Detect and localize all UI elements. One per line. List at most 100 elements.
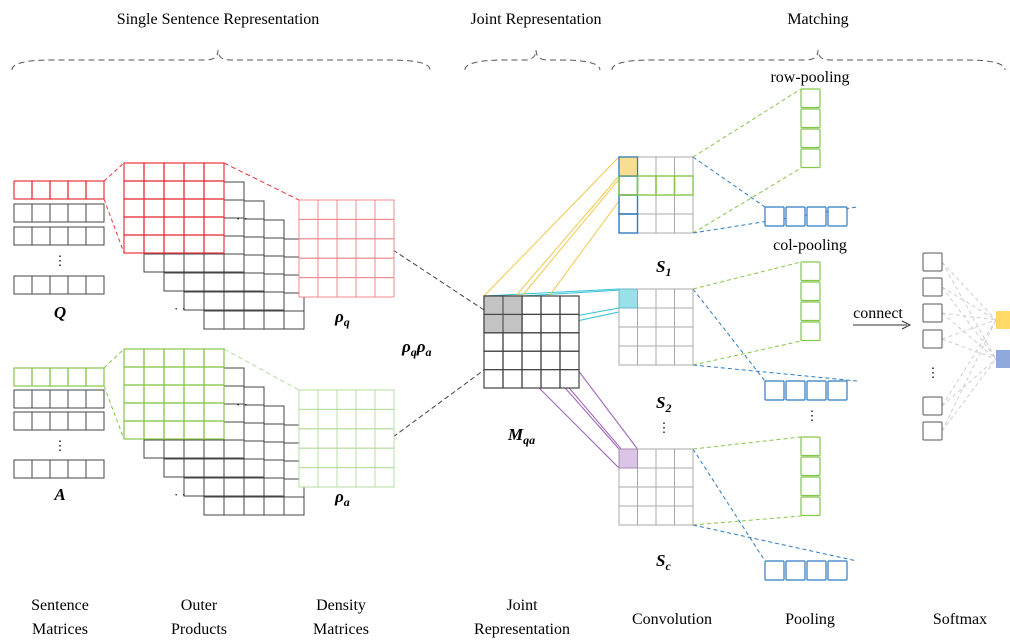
row-pool-vector-1 (800, 261, 821, 342)
q-row (13, 226, 105, 246)
a-row-cell (85, 389, 105, 409)
a-outer-layer-cell (223, 439, 245, 459)
q-outer-dots-b: · · (174, 301, 186, 316)
footer-outer-1: Outer (181, 597, 218, 614)
softmax-link (941, 319, 997, 340)
softmax-link (941, 312, 997, 360)
col-pool-link (692, 524, 858, 562)
softmax-link (941, 286, 997, 360)
row-pool-vector-1-box (800, 301, 821, 322)
row-pool-link (692, 261, 802, 290)
a-row-highlight-cell (85, 367, 105, 387)
q-outer-link (103, 198, 125, 254)
rho-a-to-joint (392, 369, 485, 438)
col-pool-vector-s1-box (785, 206, 806, 227)
symbol-rho-a: ρa (334, 487, 350, 509)
q-outer-front-bg (124, 163, 224, 253)
s2-map-cell (674, 345, 694, 366)
a-row-cell (85, 411, 105, 431)
softmax-input-box (922, 396, 943, 416)
row-pool-vector-0-box (800, 108, 821, 129)
rho-q-matrix (298, 199, 395, 298)
s1-conv-line (483, 156, 620, 297)
sc-map-cell (674, 505, 694, 526)
softmax-input-box (922, 277, 943, 297)
softmax-input-box (922, 421, 943, 441)
col-pool-vector-s1 (764, 206, 848, 227)
footer-pooling: Pooling (785, 611, 835, 628)
header-single-sentence: Single Sentence Representation (117, 11, 320, 28)
col-pool-vector-s2 (764, 380, 848, 401)
softmax-input-box (922, 303, 943, 323)
sc-map (618, 448, 694, 526)
q-outer-front-cell (203, 234, 225, 254)
symbol-q: Q (54, 303, 66, 322)
label-col-pooling: col-pooling (773, 237, 847, 254)
s2-conv-line (521, 288, 638, 297)
header-matching: Matching (787, 11, 848, 28)
col-pool-vector-s2-box (785, 380, 806, 401)
a-outer-front-cell (203, 420, 225, 440)
a-outer-layer-cell (283, 496, 305, 516)
q-row-cell (85, 226, 105, 246)
q-outer-front (123, 162, 225, 254)
col-pool-link (692, 448, 766, 562)
q-row-cell (85, 275, 105, 295)
symbol-m-qa: Mqa (507, 425, 535, 447)
softmax-link (941, 261, 997, 360)
softmax-dots: ⋮ (927, 365, 940, 380)
footer-sentence-2: Matrices (32, 621, 88, 638)
a-row (13, 389, 105, 409)
sc-kernel-cell (618, 448, 638, 469)
row-pool-vector-0-box (800, 88, 821, 109)
col-pool-link (692, 364, 858, 382)
softmax-link (941, 358, 997, 407)
footer-softmax: Softmax (933, 611, 987, 628)
col-pool-vector-sc-box (827, 560, 848, 581)
footer-density-1: Density (316, 597, 366, 614)
symbol-s1: S1 (656, 257, 671, 279)
softmax-link (941, 286, 997, 321)
col-pool-vector-s1-box (827, 206, 848, 227)
a-row-highlight (13, 367, 105, 387)
s1-row-highlight-cell (673, 175, 694, 196)
row-pool-vector-2-box (800, 496, 821, 517)
rho-a-matrix-bg (299, 390, 394, 487)
rho-q-to-joint (392, 249, 485, 311)
a-outer-layer-cell (263, 477, 285, 497)
softmax-input-box (922, 329, 943, 349)
a-outer-dots-a: · · (236, 397, 248, 412)
q-density-link (223, 162, 300, 201)
rho-a-matrix-cell (374, 467, 395, 488)
row-pool-vector-0 (800, 88, 821, 169)
brace-path (11, 49, 431, 71)
rho-q-matrix-bg (299, 200, 394, 297)
col-pool-link (692, 288, 766, 382)
softmax-link (941, 261, 997, 321)
softmax-link (941, 358, 997, 432)
label-row-pooling: row-pooling (770, 69, 849, 86)
row-pool-vector-1-box (800, 321, 821, 342)
row-pool-link (692, 515, 802, 526)
col-pool-link (692, 156, 766, 208)
q-outer-layer-cell (243, 272, 265, 292)
brace-path (611, 49, 1006, 71)
row-pool-vector-2-box (800, 436, 821, 457)
section-braces (11, 49, 1006, 71)
row-pool-vector-1-box (800, 261, 821, 282)
a-row (13, 411, 105, 431)
s-dots: ⋮ (658, 420, 671, 435)
a-outer-link (103, 348, 125, 369)
s1-kernel-cell (618, 156, 638, 177)
q-row-bg (14, 227, 104, 245)
row-pool-link (692, 340, 802, 366)
label-connect: connect (853, 305, 903, 322)
row-pool-vector-2 (800, 436, 821, 517)
q-outer-layer-cell (263, 291, 285, 311)
a-row-bg (14, 390, 104, 408)
col-pool-vector-s2-box (764, 380, 785, 401)
s1-conv-line (521, 156, 638, 297)
q-rows-dots: ⋮ (54, 253, 67, 268)
s2-kernel-cell (618, 288, 638, 309)
softmax-output-0 (996, 311, 1010, 329)
